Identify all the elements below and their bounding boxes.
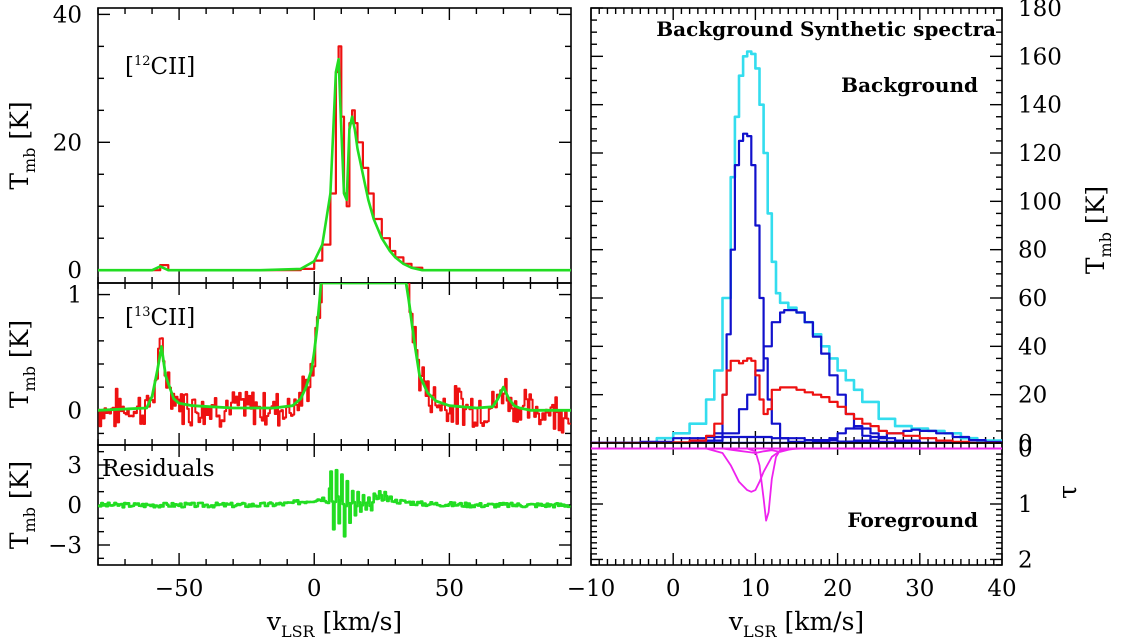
right-xlabel: vLSR [km/s] (728, 607, 864, 639)
y-tick-label: 20 (1018, 383, 1047, 409)
series-background-comp-2 (591, 309, 1002, 443)
y-tick-label: 140 (1018, 93, 1062, 119)
x-tick-label: 50 (435, 576, 464, 602)
series-fit (98, 283, 571, 412)
y-tick-label: 80 (1018, 238, 1047, 264)
y-tick-label: 40 (53, 2, 82, 28)
title-synthetic-spectra: Background Synthetic spectra (656, 17, 996, 41)
y-tick-label: 0 (1018, 437, 1033, 463)
annotation-12cii: [12CII] (125, 54, 195, 80)
y-tick-label: 1 (1018, 492, 1033, 518)
series-foreground-tau-1 (591, 447, 1002, 493)
y-tick-label: 0 (67, 258, 82, 284)
series-synthetic-total (591, 50, 1002, 443)
y-tick-label: 0 (1018, 431, 1033, 457)
panel-frame-0 (97, 7, 572, 284)
series-background-comp-3 (591, 425, 1002, 443)
y-tick-label: 180 (1018, 0, 1062, 22)
y-tick-label: 0 (67, 493, 82, 519)
y-tick-label: 20 (53, 130, 82, 156)
annotation-background: Background (841, 73, 978, 97)
y-tick-label: −3 (48, 533, 82, 559)
x-tick-label: 20 (823, 576, 852, 602)
x-tick-label: 0 (666, 576, 681, 602)
middle-left-ylabel: Tmb [K] (5, 320, 39, 408)
annotation-13cii: [13CII] (125, 305, 195, 331)
tau-ylabel: τ (1053, 485, 1082, 499)
top-right-ylabel: Tmb [K] (1081, 186, 1115, 274)
y-tick-label: 1 (67, 283, 82, 309)
y-tick-label: 0 (67, 398, 82, 424)
top-left-ylabel: Tmb [K] (5, 101, 39, 189)
y-tick-label: 3 (67, 453, 82, 479)
panel-frame-4 (590, 442, 1003, 566)
bottom-left-ylabel: Tmb [K] (5, 461, 39, 549)
series-fit (98, 57, 571, 272)
x-tick-label: 40 (987, 576, 1016, 602)
x-tick-label: 10 (741, 576, 770, 602)
y-tick-label: 60 (1018, 286, 1047, 312)
x-tick-label: −10 (567, 576, 616, 602)
x-tick-label: −50 (155, 576, 204, 602)
annotation-residuals: Residuals (102, 456, 215, 482)
series-foreground-tau-2 (591, 447, 1002, 522)
y-tick-label: 2 (1018, 547, 1033, 573)
series-observed (591, 357, 1002, 443)
y-tick-label: 100 (1018, 189, 1062, 215)
y-tick-label: 160 (1018, 44, 1062, 70)
y-tick-label: 40 (1018, 334, 1047, 360)
series-background-comp-1 (591, 132, 1002, 443)
x-tick-label: 0 (307, 576, 322, 602)
x-tick-label: 30 (905, 576, 934, 602)
annotation-foreground: Foreground (847, 508, 978, 532)
left-xlabel: vLSR [km/s] (266, 607, 402, 639)
series-foreground-tau-3 (591, 447, 1002, 454)
y-tick-label: 120 (1018, 141, 1062, 167)
series-residuals (98, 468, 571, 538)
